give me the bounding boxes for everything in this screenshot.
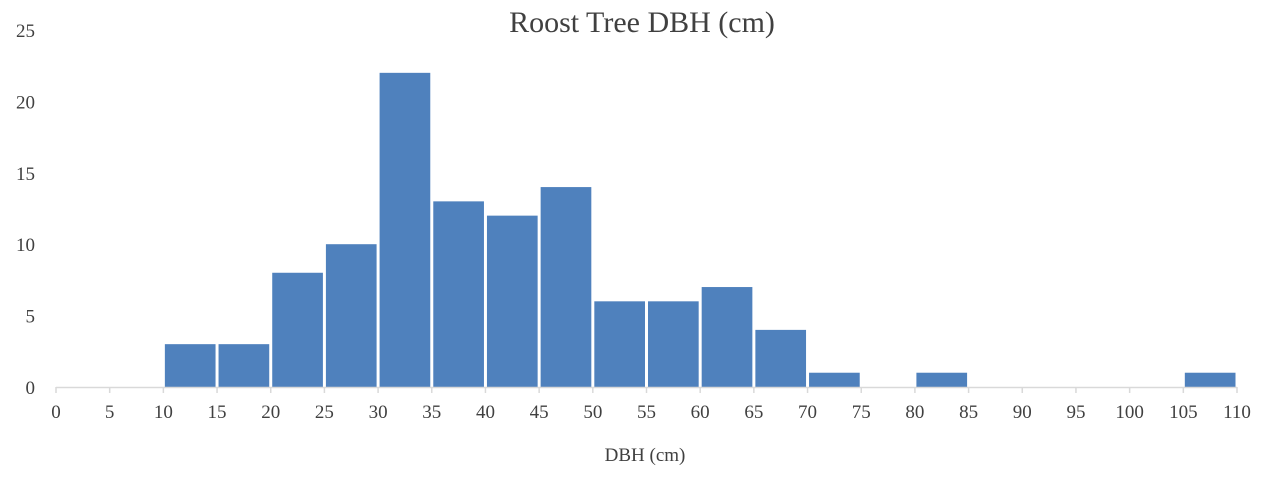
histogram-bar (809, 372, 860, 387)
x-tick-label: 25 (315, 402, 334, 423)
x-tick-label: 75 (852, 402, 871, 423)
x-tick-label: 10 (154, 402, 173, 423)
histogram-bar (701, 287, 753, 387)
histogram-bar (325, 244, 377, 387)
x-tick-label: 5 (105, 402, 115, 423)
x-tick-label: 90 (1013, 402, 1032, 423)
histogram-bar (433, 201, 484, 387)
x-tick-label: 30 (369, 402, 388, 423)
x-tick-label: 40 (476, 402, 495, 423)
histogram-bar (540, 187, 592, 387)
histogram-bar (1184, 372, 1236, 387)
x-tick-label: 20 (261, 402, 280, 423)
histogram-bar (486, 215, 538, 387)
x-tick-label: 100 (1115, 402, 1144, 423)
histogram-bar (164, 344, 216, 387)
x-tick-label: 85 (959, 402, 978, 423)
x-tick-label: 45 (530, 402, 549, 423)
histogram-bar (916, 372, 968, 387)
x-axis-label: DBH (cm) (605, 445, 686, 466)
x-tick-label: 110 (1223, 402, 1251, 423)
histogram-bar (755, 329, 807, 387)
x-tick-label: 15 (208, 402, 227, 423)
x-tick-label: 55 (637, 402, 656, 423)
histogram-bar (648, 301, 699, 387)
x-tick-label: 80 (905, 402, 924, 423)
histogram-bar (218, 344, 270, 387)
y-tick-label: 10 (16, 235, 35, 256)
histogram-bar (379, 72, 431, 387)
x-axis-ticks: 0 5 10 15 20 25 30 35 40 45 50 55 60 65 70 75 80 85 90 95 10… (51, 387, 1251, 423)
y-tick-label: 15 (16, 164, 35, 185)
y-tick-label: 25 (16, 21, 35, 42)
histogram-bar (594, 301, 645, 387)
x-tick-label: 105 (1169, 402, 1198, 423)
y-tick-label: 5 (26, 307, 36, 328)
x-tick-label: 70 (798, 402, 817, 423)
x-tick-label: 60 (691, 402, 710, 423)
chart-title: Roost Tree DBH (cm) (509, 6, 775, 39)
bars-group (164, 72, 1236, 387)
x-tick-label: 95 (1066, 402, 1085, 423)
x-tick-label: 0 (51, 402, 61, 423)
y-tick-label: 20 (16, 92, 35, 113)
y-axis-ticks: 0 5 10 15 20 25 (16, 21, 35, 399)
y-tick-label: 0 (26, 378, 36, 399)
histogram-bar (272, 272, 323, 387)
x-tick-label: 65 (744, 402, 763, 423)
x-tick-label: 50 (583, 402, 602, 423)
x-tick-label: 35 (422, 402, 441, 423)
